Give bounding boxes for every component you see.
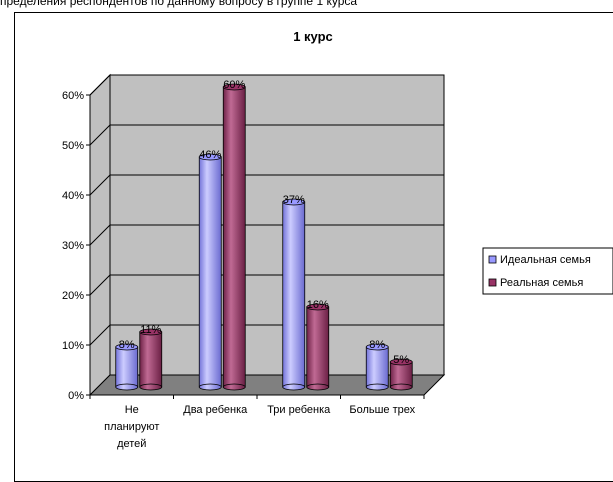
bar-top	[389, 358, 413, 366]
gridline-side	[89, 274, 111, 296]
bar-base	[222, 383, 246, 391]
gridlines	[89, 74, 444, 346]
bar-base	[198, 383, 222, 391]
bar-body	[282, 201, 306, 388]
y-tick-label: 30%	[62, 240, 84, 252]
bar-base	[282, 383, 306, 391]
bar	[282, 198, 306, 391]
bar-base	[139, 383, 163, 391]
bar	[139, 328, 163, 391]
legend-swatch-real	[488, 278, 497, 287]
bar-body	[115, 346, 139, 388]
x-tick-label: планируют	[104, 421, 159, 433]
chart-title: 1 курс	[293, 29, 333, 44]
bar	[306, 303, 330, 391]
y-tick-label: 20%	[62, 290, 84, 302]
legend-box	[482, 247, 613, 295]
y-tick-label: 10%	[62, 340, 84, 352]
data-label: 37%	[283, 194, 305, 206]
x-tick-label: Не	[125, 404, 139, 416]
gridline-side	[89, 324, 111, 346]
gridline-side	[89, 74, 111, 96]
bar-base	[389, 383, 413, 391]
y-tick-label: 60%	[62, 90, 84, 102]
x-axis: Не планируют детей Два ребенка Три ребенка Бо…	[89, 394, 425, 450]
bar-body	[222, 86, 246, 388]
bar-body	[365, 346, 389, 388]
data-label: 8%	[119, 339, 135, 351]
bar-top	[365, 343, 389, 351]
bar-top	[139, 328, 163, 336]
y-tick-label: 40%	[62, 190, 84, 202]
x-tick-label: детей	[117, 438, 146, 450]
gridline-side	[89, 174, 111, 196]
bar	[389, 358, 413, 391]
bar-base	[365, 383, 389, 391]
bar-body	[306, 306, 330, 388]
bar	[365, 343, 389, 391]
bar-top	[198, 153, 222, 161]
gridline-side	[89, 124, 111, 146]
y-tick-label: 0%	[68, 390, 84, 402]
y-axis: 0% 10% 20% 30% 40% 50% 60%	[62, 90, 91, 402]
bars	[115, 83, 413, 391]
x-tick-label: Три ребенка	[267, 404, 331, 416]
x-tick-label: Больше трех	[349, 404, 415, 416]
data-label: 46%	[199, 149, 221, 161]
bar-top	[115, 343, 139, 351]
bar	[198, 153, 222, 391]
cropped-caption-text: пределения респондентов по данному вопро…	[0, 0, 358, 8]
legend-label-ideal: Идеальная семья	[500, 254, 591, 266]
data-label: 5%	[393, 354, 409, 366]
bar	[222, 83, 246, 391]
gridline-side	[89, 224, 111, 246]
bar-top	[282, 198, 306, 206]
bar-base	[306, 383, 330, 391]
bar-body	[198, 156, 222, 388]
data-labels: 8% 11% 46% 60% 37% 16% 8% 5%	[119, 79, 410, 366]
legend-label-real: Реальная семья	[500, 277, 583, 289]
bar-top	[306, 303, 330, 311]
bar-body	[139, 331, 163, 388]
bar-base	[115, 383, 139, 391]
data-label: 16%	[307, 299, 329, 311]
legend: Идеальная семья Реальная семья	[482, 247, 613, 295]
y-tick-label: 50%	[62, 140, 84, 152]
bar-top	[222, 83, 246, 91]
data-label: 11%	[140, 324, 161, 336]
data-label: 8%	[369, 339, 385, 351]
bar	[115, 343, 139, 391]
legend-swatch-ideal	[488, 255, 497, 264]
data-label: 60%	[223, 79, 245, 91]
x-tick-label: Два ребенка	[183, 404, 248, 416]
